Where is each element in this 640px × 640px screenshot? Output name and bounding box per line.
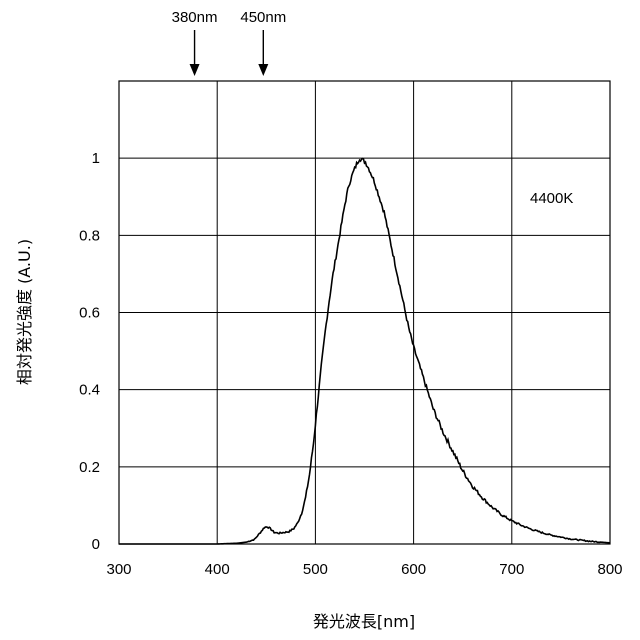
y-tick-label-0: 0 bbox=[92, 536, 100, 553]
emission-spectrum-line bbox=[119, 159, 610, 544]
y-tick-label-1: 0.2 bbox=[79, 459, 100, 476]
x-tick-label-600: 600 bbox=[401, 561, 426, 578]
marker-label-380: 380nm bbox=[172, 9, 218, 26]
marker-arrow-380 bbox=[190, 30, 200, 76]
x-axis-label: 発光波長[nm] bbox=[313, 612, 415, 631]
x-tick-label-700: 700 bbox=[499, 561, 524, 578]
x-tick-label-300: 300 bbox=[106, 561, 131, 578]
x-tick-label-400: 400 bbox=[205, 561, 230, 578]
y-tick-label-2: 0.4 bbox=[79, 382, 100, 399]
y-tick-label-5: 1 bbox=[92, 150, 100, 167]
x-tick-labels: 300 400 500 600 700 800 bbox=[106, 561, 622, 578]
wavelength-markers: 380nm 450nm bbox=[172, 9, 287, 76]
x-tick-label-500: 500 bbox=[303, 561, 328, 578]
marker-label-450: 450nm bbox=[240, 9, 286, 26]
color-temperature-label: 4400K bbox=[530, 190, 573, 207]
y-tick-label-3: 0.6 bbox=[79, 305, 100, 322]
x-tick-label-800: 800 bbox=[597, 561, 622, 578]
marker-arrow-450 bbox=[258, 30, 268, 76]
y-tick-label-4: 0.8 bbox=[79, 227, 100, 244]
y-tick-labels: 0 0.2 0.4 0.6 0.8 1 bbox=[79, 150, 100, 553]
grid-lines bbox=[119, 81, 610, 544]
y-axis-label: 相対発光強度 (A.U.) bbox=[15, 239, 34, 385]
